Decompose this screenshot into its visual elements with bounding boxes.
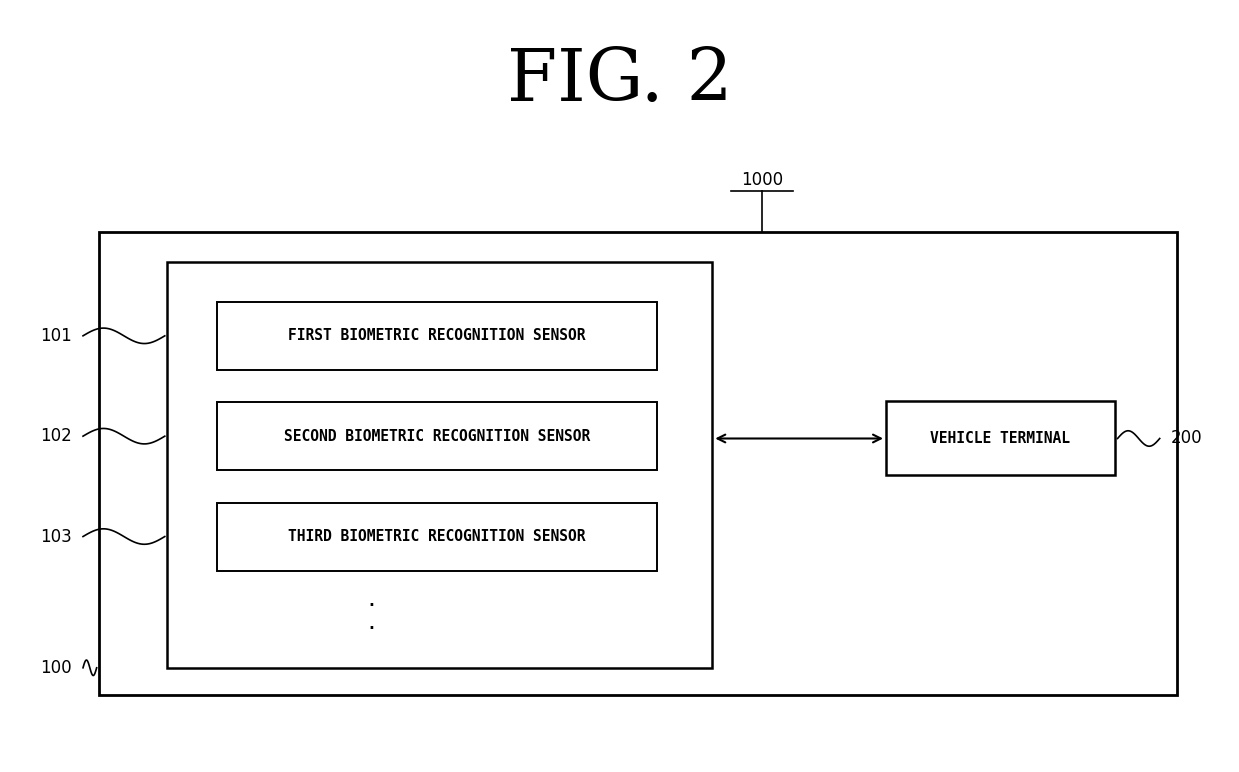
Text: 103: 103 — [40, 527, 72, 546]
Text: ·: · — [368, 594, 375, 618]
Text: VEHICLE TERMINAL: VEHICLE TERMINAL — [930, 431, 1070, 445]
Bar — [217, 503, 657, 571]
Text: 1000: 1000 — [741, 171, 783, 189]
Text: 102: 102 — [40, 427, 72, 445]
Text: 100: 100 — [40, 659, 72, 677]
Bar — [886, 401, 1115, 475]
Bar — [99, 232, 1177, 695]
Text: ·: · — [368, 617, 375, 642]
Bar — [217, 402, 657, 470]
Text: 101: 101 — [40, 327, 72, 345]
Text: SECOND BIOMETRIC RECOGNITION SENSOR: SECOND BIOMETRIC RECOGNITION SENSOR — [284, 428, 590, 444]
Text: 200: 200 — [1171, 429, 1203, 448]
Text: THIRD BIOMETRIC RECOGNITION SENSOR: THIRD BIOMETRIC RECOGNITION SENSOR — [287, 529, 586, 544]
Text: FIRST BIOMETRIC RECOGNITION SENSOR: FIRST BIOMETRIC RECOGNITION SENSOR — [287, 328, 586, 344]
Bar — [217, 302, 657, 370]
Text: FIG. 2: FIG. 2 — [507, 46, 732, 117]
Bar — [167, 262, 712, 668]
